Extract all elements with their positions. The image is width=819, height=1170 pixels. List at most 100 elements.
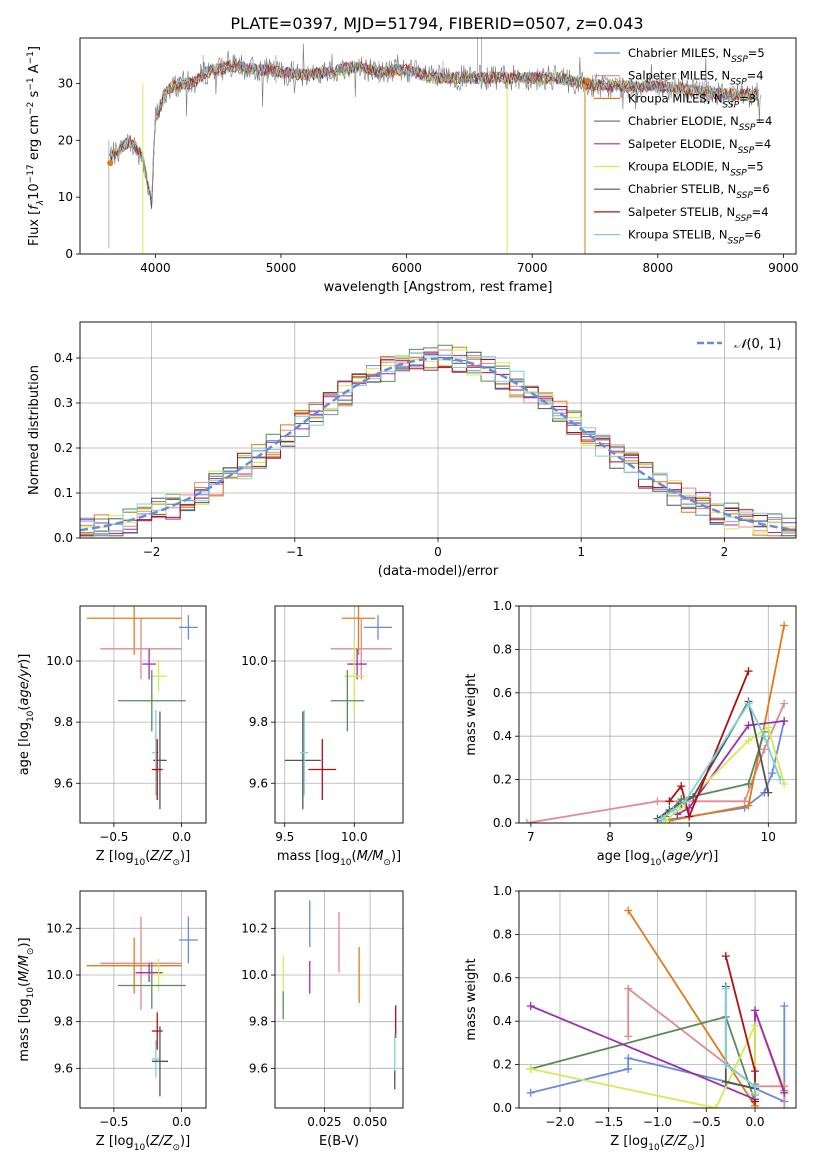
errorbar-point-chabrier-miles: [364, 615, 392, 640]
weight-point-marker: [689, 792, 698, 801]
x-tick-label: 2: [721, 545, 729, 559]
weight-point-marker: [744, 779, 753, 788]
weight-point-marker: [665, 797, 674, 806]
weight-point-marker: [744, 801, 753, 810]
x-tick-label: −1.5: [594, 1115, 623, 1129]
x-tick-label: 8000: [643, 261, 674, 275]
age-vs-metallicity-panel: −0.5 0.0 9.6 9.8 10.0 Z [log10(Z/Z⊙)] age [log…: [17, 605, 207, 868]
weight-series-salpeter-stelib: [665, 667, 753, 821]
grid: [80, 606, 206, 823]
weight-point-marker: [740, 797, 749, 806]
weight-point-marker: [780, 1104, 789, 1108]
x-tick-label: −2.0: [545, 1115, 574, 1129]
legend-label: Chabrier ELODIE, NSSP=4: [628, 114, 772, 133]
axes-frame: [274, 890, 404, 1109]
x-tick-label: 0.025: [307, 1115, 341, 1129]
y-tick-label: 0.3: [54, 396, 73, 410]
errorbar-point-kroupa-stelib: [151, 1040, 160, 1078]
x-tick-label: 0.0: [745, 1115, 764, 1129]
weight-point-marker: [744, 721, 753, 730]
errorbar-point-salpeter-stelib: [308, 738, 337, 801]
x-tick-label: 0.050: [353, 1115, 387, 1129]
y-tick-label: 10.2: [241, 921, 268, 935]
weight-point-marker: [624, 1064, 633, 1073]
y-tick-label: 9.6: [249, 776, 268, 790]
weight-series-salpeter-elodie: [673, 717, 789, 819]
x-tick-label: 0.0: [172, 1115, 191, 1129]
errorbar-point-salpeter-miles: [330, 618, 392, 680]
y-tick-label: 9.8: [54, 715, 73, 729]
x-tick-label: −1.0: [643, 1115, 672, 1129]
x-tick-label: 7: [527, 830, 535, 844]
x-tick-label: −0.5: [99, 830, 128, 844]
y-tick-label: 20: [58, 133, 73, 147]
x-tick-label: 10.0: [341, 830, 368, 844]
weight-point-marker: [721, 952, 730, 961]
axes-frame: [518, 890, 797, 1109]
errorbar-point-salpeter-elodie: [347, 648, 367, 680]
errorbar-point-chabrier-miles: [178, 615, 198, 640]
errorbar-point-kroupa-miles: [341, 606, 376, 655]
errorbar-point-chabrier-elodie: [117, 962, 186, 1009]
spectrum-panel: 4000 5000 6000 7000 8000 9000 0 10 20 30 Chabrier …: [26, 37, 799, 295]
y-tick-label: 10: [58, 190, 73, 204]
y-axis-label: mass weight: [464, 673, 479, 755]
weight-point-marker: [751, 1090, 760, 1099]
legend-label: Kroupa ELODIE, NSSP=5: [628, 160, 764, 179]
histogram-kroupa-stelib: [80, 352, 796, 537]
y-axis-label: Normed distribution: [27, 365, 42, 495]
errorbar-point-chabrier-stelib: [284, 711, 321, 810]
y-tick-label: 0.4: [54, 351, 73, 365]
weight-series-kroupa-stelib: [657, 699, 785, 823]
x-tick-label: 7000: [517, 261, 548, 275]
weight-point-marker: [764, 723, 773, 732]
weight-point-marker: [624, 906, 633, 915]
y-tick-label: 0: [65, 247, 73, 261]
y-tick-label: 10.0: [241, 654, 268, 668]
x-tick-label: −0.5: [692, 1115, 721, 1129]
weight-point-marker: [744, 699, 753, 708]
y-tick-label: 0.2: [493, 1058, 512, 1072]
y-axis-label: Flux [fλ10−17 erg cm−2 s−1 A−1]: [26, 46, 46, 246]
y-tick-label: 30: [58, 76, 73, 90]
weight-point-marker: [780, 621, 789, 630]
plot-area: [526, 906, 789, 1108]
y-tick-label: 0.2: [54, 441, 73, 455]
weight-point-marker: [721, 1060, 730, 1069]
y-tick-label: 10.2: [46, 921, 73, 935]
errorbar-point-salpeter-stelib: [151, 738, 163, 801]
x-tick-label: 10: [761, 830, 776, 844]
y-tick-label: 10.0: [46, 968, 73, 982]
weight-point-marker: [624, 1054, 633, 1063]
x-tick-label: 9000: [768, 261, 799, 275]
weight-point-marker: [712, 1104, 721, 1108]
residuals-panel: −2 −1 0 1 2 0.0 0.1 0.2 0.3 0.4 𝒩(0, 1) (data-model…: [27, 321, 797, 579]
y-axis-label: mass weight: [464, 958, 479, 1040]
axes-frame: [79, 890, 207, 1109]
legend-label: Kroupa STELIB, NSSP=6: [628, 228, 761, 247]
y-tick-label: 0.0: [493, 1101, 512, 1115]
weight-point-marker: [721, 1077, 730, 1086]
weight-vs-age-panel: 7 8 9 10 0.0 0.2 0.4 0.6 0.8 1.0 age [log10(age/yr…: [464, 599, 797, 868]
x-tick-label: 9.5: [275, 830, 294, 844]
weight-vs-metallicity-panel: −2.0 −1.5 −1.0 −0.5 0.0 0.0 0.2 0.4 0.6 0.8 1.0 Z […: [464, 884, 797, 1153]
weight-point-marker: [780, 1088, 789, 1097]
y-tick-label: 0.8: [493, 642, 512, 656]
weight-point-marker: [760, 732, 769, 741]
y-tick-label: 0.0: [493, 816, 512, 830]
errorbar-point-chabrier-stelib: [153, 711, 167, 810]
errorbar-point-kroupa-miles: [86, 606, 182, 655]
x-tick-label: 6000: [391, 261, 422, 275]
plot-area: [86, 606, 198, 810]
weight-series-kroupa-stelib: [721, 984, 760, 1099]
y-tick-label: 9.8: [249, 715, 268, 729]
errorbar-point-salpeter-elodie: [142, 648, 156, 680]
y-tick-label: 9.8: [249, 1015, 268, 1029]
legend-label: Chabrier STELIB, NSSP=6: [628, 182, 770, 201]
y-tick-label: 0.0: [54, 531, 73, 545]
mass-vs-metallicity-panel: −0.5 0.0 9.6 9.8 10.0 10.2 Z [log10(Z/Z⊙)] mass…: [17, 890, 207, 1153]
weight-series-kroupa-elodie: [661, 723, 789, 823]
weight-point-marker: [685, 812, 694, 821]
weight-point-marker: [624, 1032, 633, 1041]
